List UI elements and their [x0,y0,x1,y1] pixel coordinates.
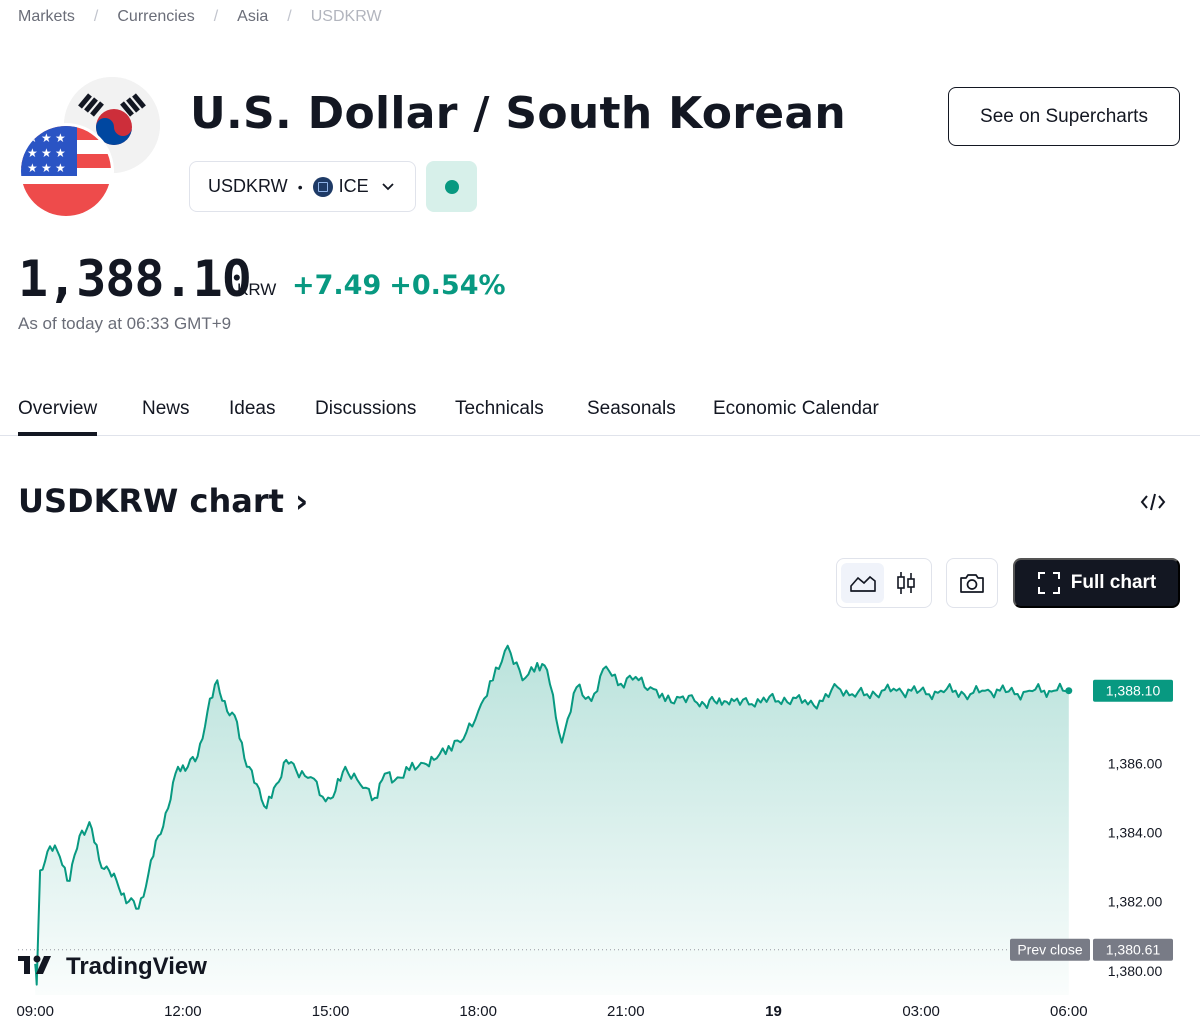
y-tick-label: 1,382.00 [1108,894,1163,910]
svg-text:★: ★ [27,161,38,175]
separator-dot: • [297,178,303,195]
area-chart-icon [849,575,876,592]
tab-economic-calendar[interactable]: Economic Calendar [713,398,879,419]
svg-text:★: ★ [41,161,52,175]
prev-close-value-tag [1093,938,1173,961]
svg-text:★: ★ [41,131,52,145]
united-states-flag-icon: ★ ★ ★ ★ ★ ★ ★ ★ ★ [18,123,114,219]
tab-technicals[interactable]: Technicals [455,398,544,419]
breadcrumb-separator: / [213,8,219,25]
price-area-fill [35,645,1069,995]
chart-section-title[interactable]: USDKRW chart › [18,482,308,520]
breadcrumb-current: USDKRW [310,8,382,25]
tradingview-wordmark: TradingView [66,953,207,980]
prev-close-value: 1,380.61 [1106,942,1161,958]
section-tabs: Overview News Ideas Discussions Technica… [0,380,1200,436]
chart-price-labels: 1,388.10 Prev close 1,380.61 [1010,679,1173,961]
price-line [34,644,1069,986]
prev-close-text: Prev close [1017,942,1083,958]
chart-axes: 1,380.00 1,382.00 1,384.00 1,386.00 09:00 12:… [16,755,1162,1020]
quote-timestamp: As of today at 06:33 GMT+9 [18,314,232,333]
y-tick-label: 1,384.00 [1108,824,1163,840]
see-on-supercharts-button[interactable]: See on Supercharts [948,87,1180,146]
chevron-right-icon: › [283,482,309,520]
currency-pair-flags: ★ ★ ★ ★ ★ ★ ★ ★ ★ [18,77,160,219]
last-price: 1,388.10 [18,250,252,308]
full-chart-button[interactable]: Full chart [1013,558,1180,608]
tradingview-logo-icon [18,955,51,974]
exchange-logo-icon [312,176,333,197]
area-chart-button[interactable] [841,563,884,603]
x-tick-label: 18:00 [459,1003,497,1020]
x-tick-label: 15:00 [312,1003,350,1020]
market-open-dot-icon [444,179,459,194]
x-tick-label: 03:00 [902,1003,940,1020]
tab-ideas[interactable]: Ideas [229,398,276,419]
tab-seasonals[interactable]: Seasonals [587,398,676,419]
breadcrumb-currencies[interactable]: Currencies [117,8,195,25]
breadcrumb-separator: / [287,8,292,25]
symbol-exchange-selector[interactable]: USDKRW • ICE [189,161,416,212]
y-tick-label: 1,380.00 [1108,963,1163,979]
x-tick-label: 09:00 [16,1003,54,1020]
full-chart-label: Full chart [1070,572,1157,593]
candlestick-icon [896,572,915,594]
price-change: +7.49 +0.54% [292,270,506,301]
change-value: +7.49 [292,270,382,301]
x-tick-label: 21:00 [607,1003,645,1020]
svg-text:★: ★ [27,131,38,145]
snapshot-button[interactable] [946,558,998,608]
symbol-label: USDKRW [208,176,288,196]
prev-close-tag [1010,938,1090,961]
svg-text:★: ★ [41,146,52,160]
x-tick-label: 06:00 [1050,1003,1088,1020]
y-tick-label: 1,386.00 [1108,755,1163,771]
svg-text:★: ★ [27,146,38,160]
page-title: U.S. Dollar / South Korean [190,88,847,139]
market-status-indicator[interactable] [426,161,477,212]
breadcrumb-asia[interactable]: Asia [237,8,269,25]
chart-style-toggle [836,558,932,608]
embed-code-icon[interactable] [1138,488,1168,516]
last-price-tag-label: 1,388.10 [1106,683,1161,699]
chart-plot-area [18,644,1086,995]
x-tick-label: 19 [765,1003,782,1020]
svg-text:★: ★ [55,131,66,145]
last-price-dot [1065,687,1073,695]
tab-news[interactable]: News [142,398,190,419]
price-chart[interactable]: 1,380.00 1,382.00 1,384.00 1,386.00 09:00 12:… [0,615,1200,1030]
chevron-down-icon [381,176,395,197]
south-korea-flag-icon [64,77,160,173]
camera-icon [960,574,984,593]
fullscreen-icon [1037,572,1060,594]
x-tick-label: 12:00 [164,1003,202,1020]
chart-title-label: USDKRW chart [18,482,284,520]
tradingview-logo[interactable]: TradingView [18,953,207,980]
price-currency: KRW [237,280,277,299]
change-percent: +0.54% [389,270,506,301]
breadcrumb: Markets / Currencies / Asia / USDKRW [18,8,382,26]
exchange-label: ICE [338,176,369,196]
breadcrumb-markets[interactable]: Markets [18,8,75,25]
tab-discussions[interactable]: Discussions [315,398,417,419]
svg-text:★: ★ [55,146,66,160]
svg-text:★: ★ [55,161,66,175]
tab-overview[interactable]: Overview [18,398,98,436]
breadcrumb-separator: / [93,8,99,25]
candlestick-chart-button[interactable] [884,563,927,603]
last-price-tag [1093,679,1173,702]
